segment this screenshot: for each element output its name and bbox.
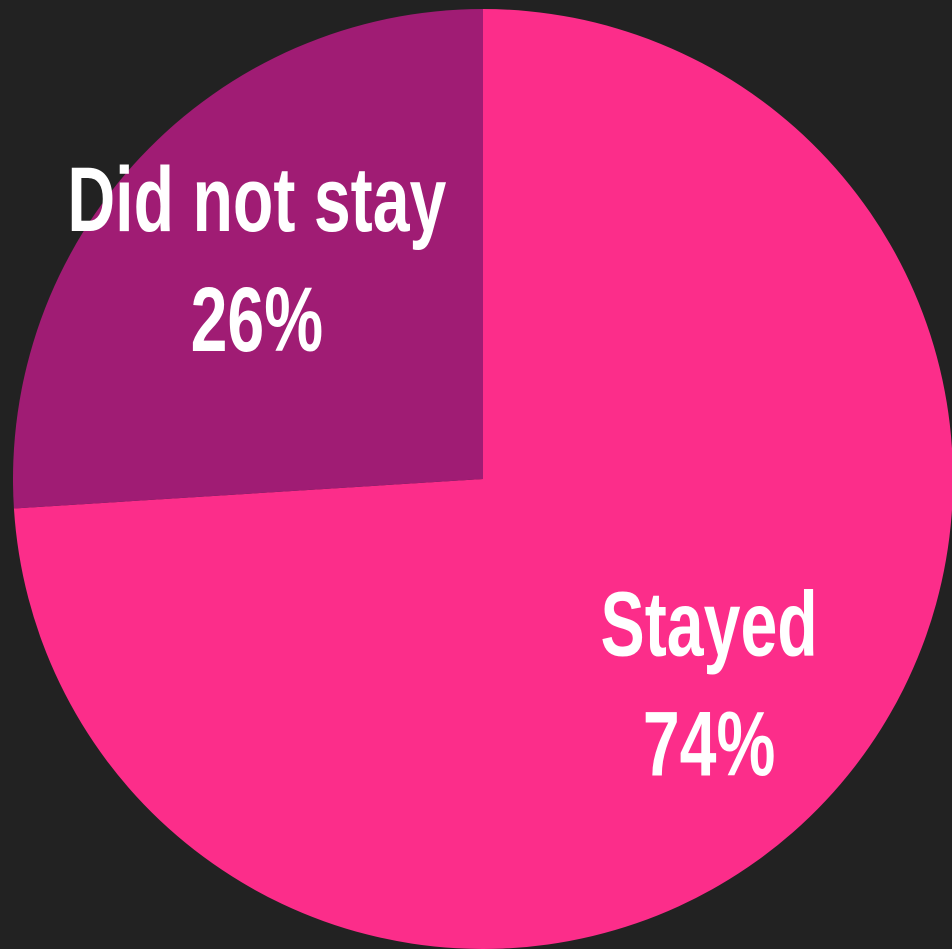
slice-label: Did not stay (67, 147, 446, 250)
pie-slice (13, 9, 952, 949)
slice-label: Stayed (601, 572, 818, 675)
slice-value-label: 26% (191, 267, 324, 370)
slice-value-label: 74% (643, 692, 776, 795)
pie-slice (12, 9, 483, 509)
